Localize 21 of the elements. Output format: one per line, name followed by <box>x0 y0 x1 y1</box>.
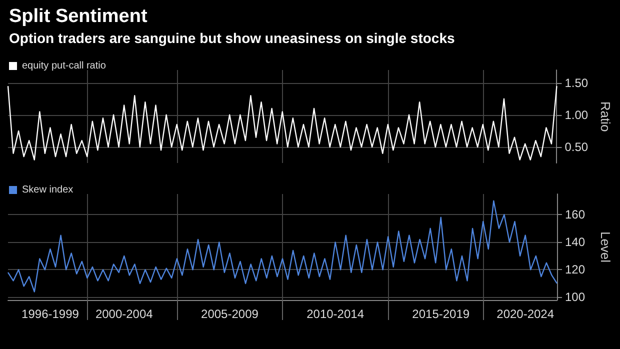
x-tick-label: 2010-2014 <box>306 307 364 321</box>
y-tick-label: 1.00 <box>564 108 588 122</box>
y-tick-label: 160 <box>565 208 586 222</box>
x-tick-label: 2015-2019 <box>412 307 470 321</box>
x-tick-label: 1996-1999 <box>22 307 80 321</box>
y-axis-title: Ratio <box>598 101 613 132</box>
y-tick-label: 1.50 <box>564 76 588 90</box>
y-tick-label: 0.50 <box>564 140 588 154</box>
x-tick-label: 2000-2004 <box>95 307 154 321</box>
legend-label: Skew index <box>22 184 74 196</box>
x-tick-label: 2020-2024 <box>496 307 554 321</box>
y-tick-label: 120 <box>565 262 586 277</box>
legend-label: equity put-call ratio <box>22 60 106 72</box>
chart-subtitle: Option traders are sanguine but show uneasiness on single stocks <box>9 30 455 46</box>
y-tick-label: 100 <box>565 290 586 304</box>
x-tick-label: 2005-2009 <box>201 307 259 321</box>
y-tick-label: 140 <box>565 235 586 250</box>
line-series <box>7 200 558 292</box>
line-series <box>7 85 558 160</box>
y-axis-title: Level <box>598 231 613 263</box>
chart-title: Split Sentiment <box>9 6 148 27</box>
